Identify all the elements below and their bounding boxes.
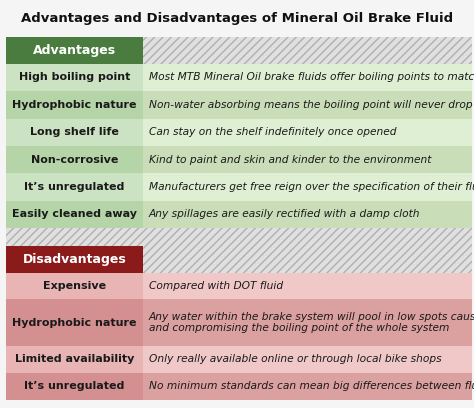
- Bar: [6, 173, 143, 201]
- Bar: [143, 246, 472, 273]
- Text: Non-corrosive: Non-corrosive: [31, 155, 118, 164]
- Text: Manufacturers get free reign over the specification of their fluid: Manufacturers get free reign over the sp…: [149, 182, 474, 192]
- Bar: [143, 37, 472, 64]
- Text: Kind to paint and skin and kinder to the environment: Kind to paint and skin and kinder to the…: [149, 155, 431, 164]
- Text: Advantages and Disadvantages of Mineral Oil Brake Fluid: Advantages and Disadvantages of Mineral …: [21, 12, 453, 25]
- Text: Can stay on the shelf indefinitely once opened: Can stay on the shelf indefinitely once …: [149, 127, 396, 137]
- Bar: [6, 37, 143, 64]
- Bar: [143, 64, 472, 91]
- Bar: [143, 118, 472, 146]
- Text: No minimum standards can mean big differences between fluids: No minimum standards can mean big differ…: [149, 381, 474, 391]
- Bar: [143, 91, 472, 118]
- Bar: [143, 246, 472, 273]
- Bar: [143, 146, 472, 173]
- Bar: [6, 273, 143, 299]
- Text: Easily cleaned away: Easily cleaned away: [12, 209, 137, 220]
- Text: High boiling point: High boiling point: [19, 72, 130, 82]
- Bar: [143, 37, 472, 64]
- Bar: [6, 201, 143, 228]
- Bar: [6, 146, 143, 173]
- Text: Advantages: Advantages: [33, 44, 116, 57]
- Text: Hydrophobic nature: Hydrophobic nature: [12, 100, 137, 110]
- Bar: [6, 64, 143, 91]
- Text: Any spillages are easily rectified with a damp cloth: Any spillages are easily rectified with …: [149, 209, 420, 220]
- Bar: [143, 201, 472, 228]
- Bar: [143, 346, 472, 373]
- Text: Any water within the brake system will pool in low spots causing corrosion
and c: Any water within the brake system will p…: [149, 312, 474, 333]
- Text: Most MTB Mineral Oil brake fluids offer boiling points to match DOT fluid: Most MTB Mineral Oil brake fluids offer …: [149, 72, 474, 82]
- Bar: [6, 228, 472, 246]
- Bar: [6, 118, 143, 146]
- Text: It’s unregulated: It’s unregulated: [24, 182, 125, 192]
- Text: Hydrophobic nature: Hydrophobic nature: [12, 318, 137, 328]
- Bar: [143, 299, 472, 346]
- Text: Long shelf life: Long shelf life: [30, 127, 119, 137]
- Bar: [6, 373, 143, 400]
- Bar: [143, 373, 472, 400]
- Bar: [143, 273, 472, 299]
- Bar: [6, 91, 143, 118]
- Text: Compared with DOT fluid: Compared with DOT fluid: [149, 281, 283, 291]
- Text: Limited availability: Limited availability: [15, 355, 134, 364]
- Bar: [6, 228, 472, 246]
- Text: It’s unregulated: It’s unregulated: [24, 381, 125, 391]
- Text: Expensive: Expensive: [43, 281, 106, 291]
- Text: Non-water absorbing means the boiling point will never drop: Non-water absorbing means the boiling po…: [149, 100, 473, 110]
- Text: Disadvantages: Disadvantages: [23, 253, 126, 266]
- Bar: [6, 299, 143, 346]
- Bar: [143, 173, 472, 201]
- Bar: [6, 346, 143, 373]
- Text: Only really available online or through local bike shops: Only really available online or through …: [149, 355, 441, 364]
- Bar: [6, 246, 143, 273]
